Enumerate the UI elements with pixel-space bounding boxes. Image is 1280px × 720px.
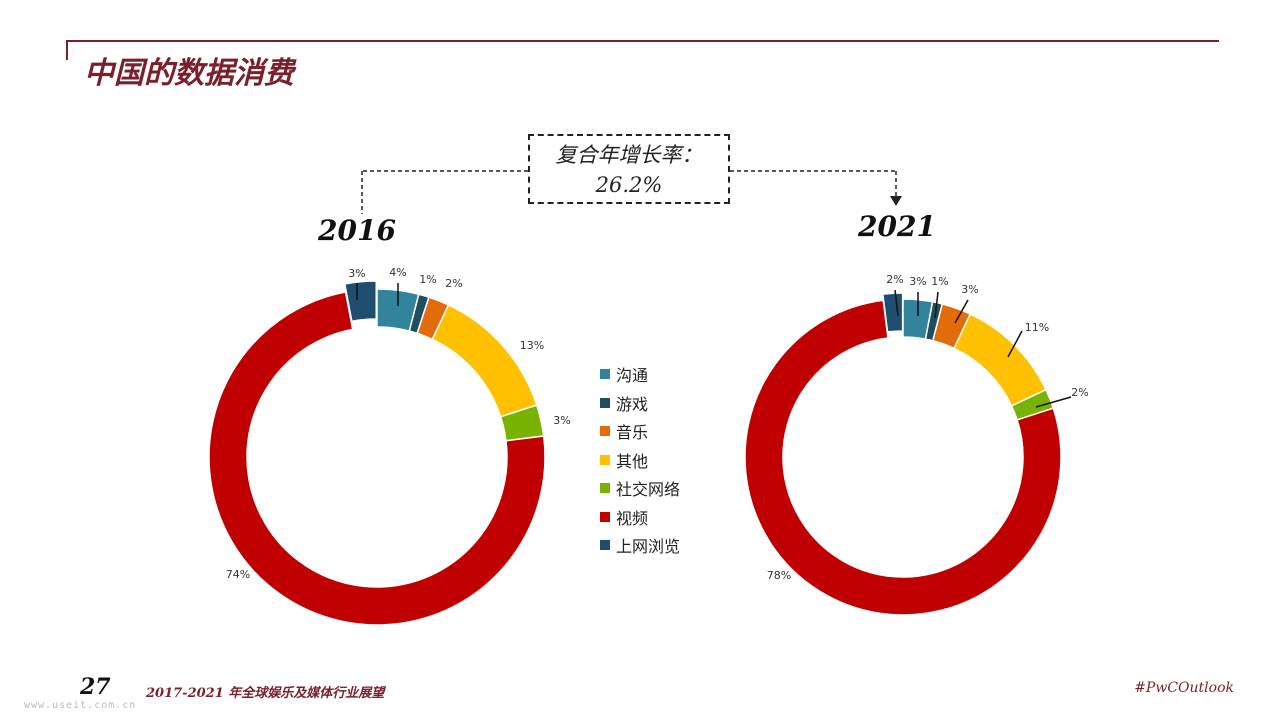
legend-swatch bbox=[600, 397, 610, 408]
chart-title-2021: 2021 bbox=[858, 210, 936, 243]
data-label-2: 1% bbox=[931, 275, 948, 288]
header-rule bbox=[66, 40, 1219, 42]
donut-slice-7 bbox=[881, 292, 904, 333]
legend-swatch bbox=[600, 454, 610, 465]
donut-slice-4 bbox=[431, 303, 538, 418]
legend-label: 社交网络 bbox=[616, 480, 681, 500]
legend-swatch bbox=[600, 426, 610, 437]
legend-item: 其他 bbox=[600, 446, 680, 475]
donut-2021: 3% 1% 3% 11% 2% 78% 2% bbox=[744, 273, 1089, 616]
arrow-down-icon bbox=[890, 196, 902, 206]
footer-hashtag: #PwCOutlook bbox=[1134, 680, 1234, 696]
leader-line bbox=[894, 289, 899, 317]
leader-line bbox=[1007, 330, 1023, 358]
data-label-3: 3% bbox=[961, 283, 978, 296]
legend-label: 视频 bbox=[616, 508, 649, 528]
data-label-7: 3% bbox=[348, 267, 365, 280]
cagr-connector bbox=[361, 170, 902, 214]
data-label-3: 2% bbox=[445, 277, 462, 290]
legend-item: 游戏 bbox=[600, 389, 680, 418]
legend-item: 社交网络 bbox=[600, 474, 680, 503]
legend-item: 沟通 bbox=[600, 360, 680, 389]
legend-swatch bbox=[600, 540, 610, 551]
cagr-box: 复合年增长率： 26.2% bbox=[528, 134, 730, 204]
page-number: 27 bbox=[80, 674, 111, 700]
data-label-4: 11% bbox=[1025, 321, 1049, 334]
legend-label: 其他 bbox=[616, 451, 649, 471]
cagr-label: 复合年增长率： bbox=[555, 143, 703, 167]
donut-2016: 4% 1% 2% 13% 3% 74% 3% bbox=[208, 266, 571, 626]
legend-item: 视频 bbox=[600, 503, 680, 532]
data-label-6: 78% bbox=[767, 569, 791, 582]
data-label-1: 4% bbox=[389, 266, 406, 279]
legend-item: 音乐 bbox=[600, 417, 680, 446]
donut-slice-6 bbox=[744, 299, 1062, 616]
header-rule-tick bbox=[66, 40, 68, 60]
data-label-7: 2% bbox=[886, 273, 903, 286]
data-label-5: 2% bbox=[1071, 386, 1088, 399]
legend-swatch bbox=[600, 369, 610, 380]
legend-label: 沟通 bbox=[616, 366, 649, 386]
legend-label: 音乐 bbox=[616, 423, 649, 443]
legend-swatch bbox=[600, 511, 610, 522]
data-label-4: 13% bbox=[520, 339, 544, 352]
cagr-value: 26.2% bbox=[595, 173, 663, 197]
legend-item: 上网浏览 bbox=[600, 531, 680, 560]
chart-title-2016: 2016 bbox=[318, 214, 396, 247]
data-label-1: 3% bbox=[909, 275, 926, 288]
footer-title: 2017-2021 年全球娱乐及媒体行业展望 bbox=[146, 686, 385, 701]
watermark: www.useit.com.cn bbox=[24, 700, 137, 711]
leader-line bbox=[934, 291, 939, 319]
leader-line bbox=[954, 299, 969, 324]
data-label-5: 3% bbox=[553, 414, 570, 427]
legend-label: 上网浏览 bbox=[616, 537, 681, 557]
legend: 沟通 游戏 音乐 其他 社交网络 视频 上网浏览 bbox=[600, 360, 680, 560]
page-title: 中国的数据消费 bbox=[84, 56, 294, 91]
legend-swatch bbox=[600, 483, 610, 494]
data-label-2: 1% bbox=[419, 273, 436, 286]
donut-slice-6 bbox=[208, 291, 546, 626]
legend-label: 游戏 bbox=[616, 394, 649, 414]
leader-line bbox=[1035, 396, 1072, 408]
data-label-6: 74% bbox=[226, 568, 250, 581]
donut-slice-7 bbox=[343, 280, 377, 323]
